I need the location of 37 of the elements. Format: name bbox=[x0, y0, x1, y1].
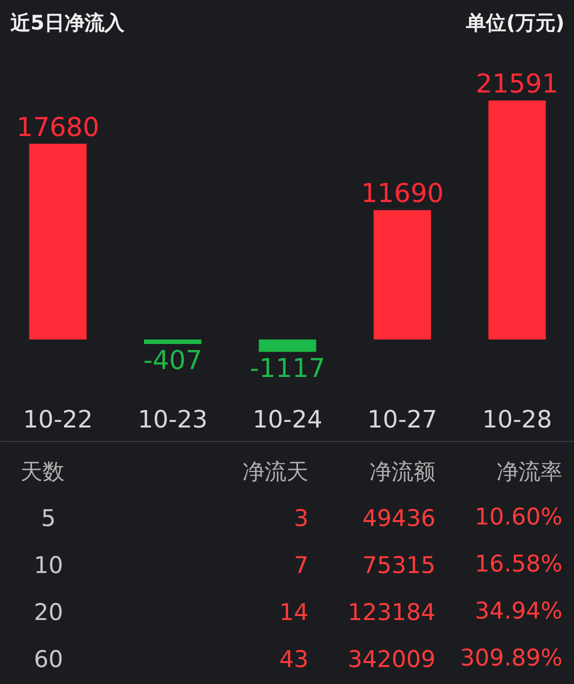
bar bbox=[29, 144, 87, 340]
text: 10 bbox=[34, 553, 64, 579]
text: 75315 bbox=[362, 553, 436, 579]
x-tick-label: 10-23 bbox=[138, 406, 208, 434]
text: 49436 bbox=[362, 506, 436, 532]
data-label: -1117 bbox=[250, 354, 326, 384]
bar bbox=[258, 340, 316, 352]
text: 16.58% bbox=[474, 552, 563, 578]
bar bbox=[488, 100, 546, 340]
category-label: 净流天 bbox=[242, 460, 308, 485]
data-label: 17680 bbox=[16, 112, 100, 143]
text: 309.89% bbox=[460, 646, 563, 672]
x-tick-label: 10-22 bbox=[23, 406, 93, 434]
x-tick-label: 10-28 bbox=[482, 406, 552, 434]
text: 342009 bbox=[348, 647, 436, 673]
text: 20 bbox=[34, 600, 64, 626]
text: 10.60% bbox=[474, 504, 563, 530]
text: 单位(万元) bbox=[465, 10, 564, 34]
text: 60 bbox=[34, 647, 64, 673]
text: 7 bbox=[294, 553, 309, 579]
bar bbox=[374, 210, 431, 340]
text: 3 bbox=[294, 506, 309, 532]
category-label: 天数 bbox=[20, 460, 64, 485]
text: 14 bbox=[279, 600, 309, 626]
text: 5 bbox=[41, 506, 56, 532]
data-label: 11690 bbox=[360, 179, 444, 210]
data-label: 21591 bbox=[476, 70, 558, 100]
text: 34.94% bbox=[474, 598, 563, 624]
category-label: 净流率 bbox=[496, 460, 562, 485]
bar bbox=[144, 340, 202, 344]
category-label: 净流额 bbox=[370, 460, 436, 485]
x-tick-label: 10-24 bbox=[252, 406, 322, 434]
data-label: -407 bbox=[143, 346, 202, 376]
text: 123184 bbox=[348, 600, 436, 626]
x-tick-label: 10-27 bbox=[367, 406, 438, 434]
chart-title: 近5日净流入 bbox=[10, 10, 126, 34]
text: 43 bbox=[279, 647, 309, 673]
